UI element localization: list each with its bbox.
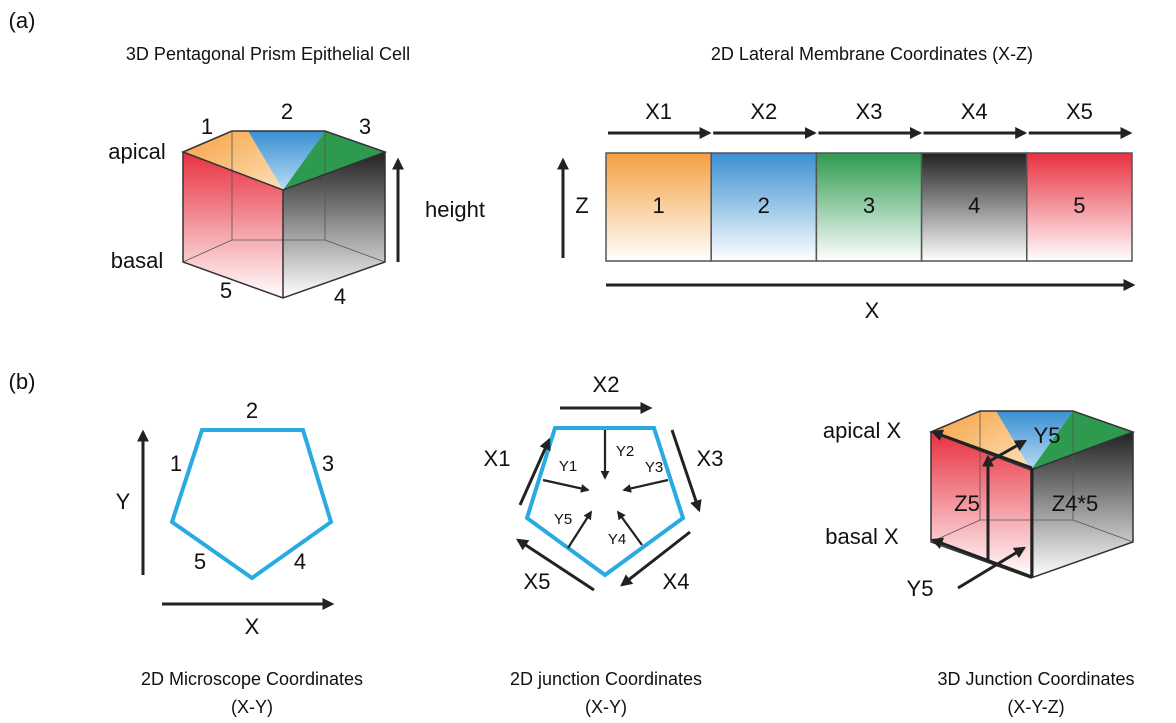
segment-label: 2 [758, 193, 770, 218]
arrow [622, 478, 669, 493]
arrow [620, 530, 691, 587]
arrow [616, 510, 643, 546]
y-label: Y3 [645, 459, 663, 476]
face [931, 411, 1031, 470]
x-label: X2 [750, 99, 777, 124]
x-label: X1 [645, 99, 672, 124]
z-axis-label: Z [575, 193, 588, 218]
x-label: X4 [961, 99, 988, 124]
x-label: X5 [1066, 99, 1093, 124]
segment [920, 152, 1028, 262]
edge-label: 4 [294, 549, 306, 574]
segment-label: 4 [968, 193, 980, 218]
y-label: Y4 [608, 531, 626, 548]
face [183, 131, 283, 190]
x-label: X1 [484, 446, 511, 471]
x-axis-label: X [865, 298, 880, 323]
arrow [518, 437, 551, 506]
arrow [987, 439, 1028, 464]
segment-label: 3 [863, 193, 875, 218]
panel-label: (a) [9, 8, 36, 33]
apical-label: apical [108, 139, 165, 164]
arrow [930, 429, 1033, 470]
arrow [670, 429, 702, 513]
face-label: 1 [201, 114, 213, 139]
face-label: 4 [334, 284, 346, 309]
x-label: X4 [663, 569, 690, 594]
panel-label: (b) [9, 369, 36, 394]
edge [180, 130, 388, 299]
x-label: X3 [856, 99, 883, 124]
x-label: X5 [524, 569, 551, 594]
z-label: Z4*5 [1052, 491, 1098, 516]
membrane-strip: 1 2 3 4 5 X1 X2 X3 X4 X5 [605, 99, 1133, 262]
title: 2D Lateral Membrane Coordinates (X-Z) [711, 44, 1033, 64]
arrow [957, 546, 1027, 590]
edge-label: 1 [170, 451, 182, 476]
x-label: X2 [593, 372, 620, 397]
arrow [542, 478, 590, 493]
apical-label: apical X [823, 418, 902, 443]
prism [180, 130, 388, 299]
x-axis-label: X [245, 614, 260, 639]
y-label: Y2 [616, 443, 634, 460]
face [931, 432, 1031, 578]
face-label: 2 [281, 99, 293, 124]
caption: (X-Y) [231, 697, 273, 717]
x-label: X3 [697, 446, 724, 471]
y-axis-label: Y [116, 489, 131, 514]
segment-label: 1 [652, 193, 664, 218]
height-label: height [425, 197, 485, 222]
face [283, 152, 385, 298]
caption: 3D Junction Coordinates [937, 669, 1134, 689]
segment [605, 152, 712, 262]
hidden-edge [182, 131, 386, 263]
z-label: Z5 [954, 491, 980, 516]
pentagon [169, 428, 334, 581]
face-label: 5 [220, 278, 232, 303]
face [996, 411, 1073, 470]
arrow [515, 538, 595, 592]
edge-label: 2 [246, 398, 258, 423]
face [183, 152, 283, 298]
face [1031, 411, 1133, 470]
prisms [180, 130, 1136, 579]
caption: (X-Y) [585, 697, 627, 717]
face [283, 131, 385, 190]
basal-label: basal X [825, 524, 899, 549]
junction-3d-arrows [930, 429, 1034, 590]
face [1031, 432, 1133, 578]
basal-label: basal [111, 248, 164, 273]
prism [928, 410, 1136, 579]
title: 3D Pentagonal Prism Epithelial Cell [126, 44, 410, 64]
caption: 2D junction Coordinates [510, 669, 702, 689]
segment-label: 5 [1073, 193, 1085, 218]
arrow [930, 537, 1033, 579]
y-label: Y5 [1034, 423, 1061, 448]
segment [1026, 152, 1133, 262]
y-label: Y5 [907, 576, 934, 601]
y-label: Y5 [554, 511, 572, 528]
face [248, 131, 325, 190]
face-label: 3 [359, 114, 371, 139]
pentagon [524, 426, 686, 578]
caption: 2D Microscope Coordinates [141, 669, 363, 689]
edge-label: 3 [322, 451, 334, 476]
y-label: Y1 [559, 458, 577, 475]
edge-label: 5 [194, 549, 206, 574]
caption: (X-Y-Z) [1007, 697, 1064, 717]
arrow [567, 510, 592, 549]
